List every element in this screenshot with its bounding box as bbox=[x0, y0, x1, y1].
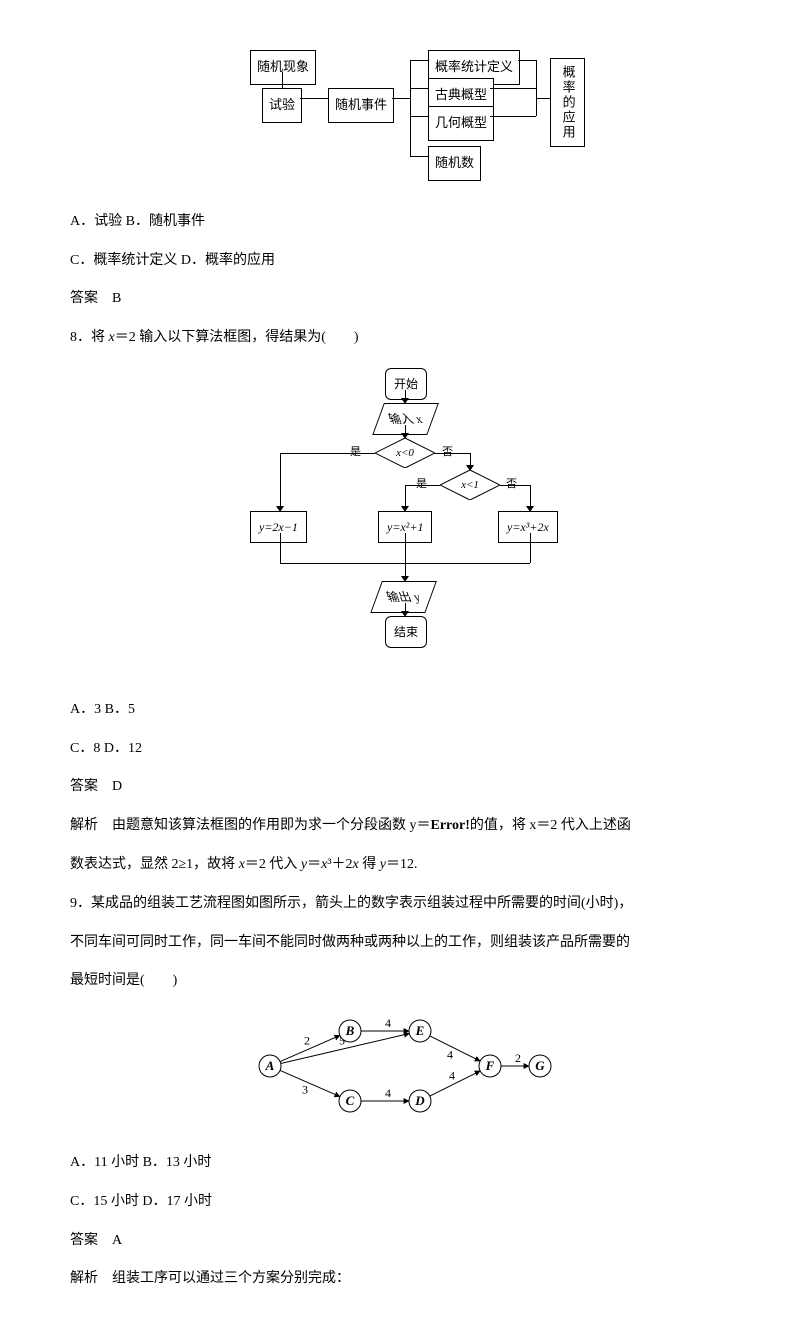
fig-concept-tree: 随机现象 试验 随机事件 概率统计定义 古典概型 几何概型 随机数 概率的应用 bbox=[70, 50, 730, 193]
fc-box1: y=2x−1 bbox=[250, 511, 307, 543]
fc-box3: y=x³+2x bbox=[498, 511, 558, 543]
fig1-n3: 随机事件 bbox=[328, 88, 394, 123]
fig1-n8: 概率的应用 bbox=[550, 58, 585, 147]
svg-text:C: C bbox=[346, 1093, 355, 1108]
q8-opts-ab: A．3 B．5 bbox=[70, 691, 730, 730]
q8-title: 8．将 x＝2 输入以下算法框图，得结果为( ) bbox=[70, 319, 730, 358]
q9-line2: 不同车间可同时工作，同一车间不能同时做两种或两种以上的工作，则组装该产品所需要的 bbox=[70, 924, 730, 963]
svg-text:D: D bbox=[414, 1093, 425, 1108]
svg-text:F: F bbox=[485, 1058, 495, 1073]
q9-line3: 最短时间是( ) bbox=[70, 962, 730, 1001]
q9-answer: 答案 A bbox=[70, 1222, 730, 1261]
q8-answer: 答案 D bbox=[70, 768, 730, 807]
q9-line1: 9．某成品的组装工艺流程图如图所示，箭头上的数字表示组装过程中所需要的时间(小时… bbox=[70, 885, 730, 924]
q8-exp1: 解析 由题意知该算法框图的作用即为求一个分段函数 y＝Error!的值，将 x＝… bbox=[70, 807, 730, 846]
svg-text:A: A bbox=[265, 1058, 275, 1073]
svg-text:2: 2 bbox=[515, 1051, 521, 1065]
q7-answer: 答案 B bbox=[70, 280, 730, 319]
q7-opts-cd: C．概率统计定义 D．概率的应用 bbox=[70, 242, 730, 281]
q9-opts-cd: C．15 小时 D．17 小时 bbox=[70, 1183, 730, 1222]
fc-start: 开始 bbox=[385, 368, 427, 400]
q9-exp: 解析 组装工序可以通过三个方案分别完成： bbox=[70, 1260, 730, 1299]
q8-exp2: 数表达式，显然 2≥1，故将 x＝2 代入 y＝x³＋2x 得 y＝12. bbox=[70, 846, 730, 885]
q8-opts-cd: C．8 D．12 bbox=[70, 730, 730, 769]
svg-text:2: 2 bbox=[304, 1034, 310, 1048]
fig-flowchart: 开始 输入 x x<0 是 否 x<1 是 否 bbox=[70, 368, 730, 681]
fig1-n7: 随机数 bbox=[428, 146, 481, 181]
fig1-n1: 随机现象 bbox=[250, 50, 316, 85]
fc-output: 输出 y bbox=[370, 581, 437, 613]
svg-text:3: 3 bbox=[302, 1083, 308, 1097]
svg-text:4: 4 bbox=[385, 1086, 391, 1100]
svg-text:4: 4 bbox=[449, 1069, 455, 1083]
svg-text:G: G bbox=[535, 1058, 545, 1073]
q7-opts-ab: A．试验 B．随机事件 bbox=[70, 203, 730, 242]
fc-cond2: x<1 bbox=[440, 470, 500, 500]
fc-end: 结束 bbox=[385, 616, 427, 648]
fig1-n6: 几何概型 bbox=[428, 106, 494, 141]
svg-text:B: B bbox=[345, 1023, 355, 1038]
fc-cond1: x<0 bbox=[375, 438, 435, 468]
svg-text:4: 4 bbox=[385, 1016, 391, 1030]
svg-text:E: E bbox=[415, 1023, 425, 1038]
q9-opts-ab: A．11 小时 B．13 小时 bbox=[70, 1144, 730, 1183]
fig1-n2: 试验 bbox=[262, 88, 302, 123]
svg-text:4: 4 bbox=[447, 1048, 453, 1062]
fig-activity-network: 25344442ABCDEFG bbox=[70, 1011, 730, 1134]
